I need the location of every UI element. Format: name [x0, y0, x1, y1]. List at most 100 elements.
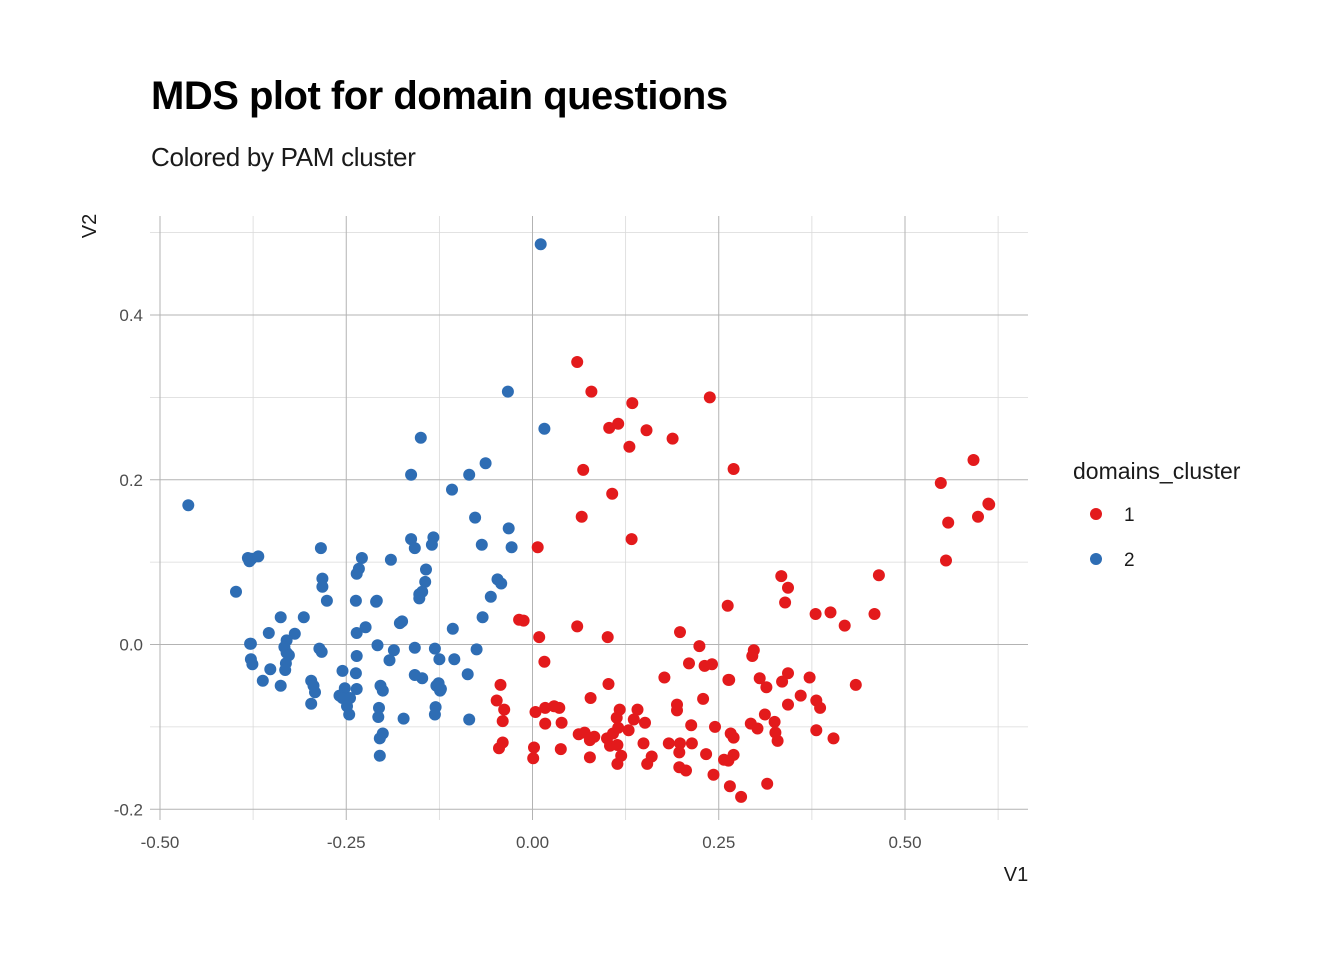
cluster-1-point — [703, 391, 716, 404]
cluster-1-point — [782, 698, 794, 711]
cluster-1-point — [527, 752, 540, 765]
cluster-2-point — [182, 499, 195, 512]
cluster-1-point — [555, 716, 568, 729]
cluster-1-point — [768, 715, 781, 728]
cluster-2-point — [315, 645, 328, 658]
cluster-2-point — [408, 669, 421, 681]
cluster-1-point — [723, 673, 736, 686]
cluster-1-point — [606, 487, 619, 500]
cluster-1-point — [577, 463, 590, 476]
cluster-2-point — [320, 594, 333, 607]
cluster-1-point — [872, 569, 885, 582]
cluster-1-point — [721, 599, 734, 612]
cluster-1-point — [753, 672, 766, 685]
cluster-1-point — [685, 737, 698, 750]
cluster-2-point — [372, 711, 385, 723]
cluster-2-point — [350, 567, 363, 580]
cluster-2-point — [393, 617, 406, 630]
cluster-2-point — [373, 701, 385, 714]
cluster-1-point — [639, 716, 651, 729]
cluster-1-point — [533, 631, 546, 644]
cluster-1-point — [727, 463, 740, 475]
cluster-1-point — [803, 671, 816, 684]
cluster-2-point — [349, 594, 362, 607]
cluster-2-point — [476, 611, 489, 624]
cluster-1-point — [673, 746, 686, 759]
chart-subtitle: Colored by PAM cluster — [151, 142, 416, 172]
cluster-1-point — [626, 397, 639, 410]
cluster-2-point — [297, 611, 310, 624]
cluster-1-point — [641, 757, 654, 770]
y-tick-label: 0.2 — [119, 471, 143, 490]
cluster-2-point — [316, 572, 329, 585]
cluster-2-point — [470, 643, 483, 656]
cluster-1-point — [493, 742, 505, 755]
cluster-1-point — [674, 626, 686, 639]
cluster-1-point — [658, 671, 671, 684]
data-points — [182, 238, 996, 803]
cluster-2-point — [370, 594, 383, 607]
cluster-2-point — [446, 622, 459, 635]
cluster-2-point — [343, 708, 356, 721]
cluster-2-point — [405, 468, 418, 481]
cluster-2-point — [371, 639, 384, 652]
cluster-2-point — [350, 627, 363, 639]
cluster-2-point — [475, 538, 488, 551]
cluster-2-point — [408, 641, 421, 654]
cluster-1-point — [602, 678, 615, 690]
cluster-1-point — [758, 708, 771, 721]
cluster-2-point — [479, 457, 492, 470]
x-axis-ticks: -0.50 -0.25 0.00 0.25 0.50 — [141, 833, 922, 852]
cluster-2-point — [484, 590, 497, 603]
cluster-1-point — [727, 731, 740, 744]
minor-gridlines — [150, 216, 1028, 820]
cluster-1-point — [623, 440, 636, 453]
cluster-1-point — [868, 608, 881, 620]
legend: domains_cluster 1 2 — [1073, 458, 1241, 571]
x-tick-label: 0.00 — [516, 833, 549, 852]
cluster-2-point — [505, 541, 518, 554]
cluster-2-point — [336, 664, 349, 677]
cluster-1-point — [539, 701, 552, 714]
cluster-2-point — [349, 667, 362, 680]
cluster-2-point — [387, 644, 400, 657]
cluster-2-point — [246, 658, 259, 671]
y-tick-label: 0.4 — [119, 306, 143, 325]
cluster-1-point — [583, 751, 596, 764]
cluster-1-point — [585, 385, 598, 398]
cluster-2-point — [428, 642, 441, 655]
cluster-2-point — [428, 708, 441, 721]
cluster-1-point — [575, 510, 588, 523]
cluster-1-point — [776, 675, 789, 688]
cluster-1-point — [810, 724, 823, 737]
x-tick-label: 0.25 — [702, 833, 735, 852]
chart-title: MDS plot for domain questions — [151, 74, 728, 118]
cluster-1-point — [666, 432, 679, 445]
legend-label-2: 2 — [1124, 550, 1135, 571]
cluster-1-point — [517, 614, 530, 627]
cluster-2-point — [274, 611, 287, 624]
legend-key-1 — [1090, 508, 1102, 520]
cluster-2-point — [397, 712, 410, 725]
cluster-2-point — [252, 550, 265, 563]
x-tick-label: -0.50 — [141, 833, 180, 852]
cluster-1-point — [603, 421, 616, 434]
cluster-1-point — [810, 694, 823, 707]
cluster-1-point — [631, 703, 644, 716]
y-tick-label: 0.0 — [119, 636, 143, 655]
cluster-1-point — [700, 748, 713, 761]
cluster-2-point — [288, 627, 301, 640]
cluster-1-point — [548, 700, 561, 713]
cluster-1-point — [794, 689, 807, 702]
cluster-1-point — [674, 737, 686, 750]
y-axis-title: V2 — [79, 214, 101, 238]
cluster-2-point — [420, 563, 432, 576]
cluster-2-point — [501, 385, 514, 398]
cluster-1-point — [529, 706, 542, 718]
cluster-2-point — [463, 713, 476, 726]
legend-title: domains_cluster — [1073, 458, 1241, 484]
cluster-2-point — [256, 674, 269, 687]
cluster-2-point — [279, 664, 292, 676]
cluster-1-point — [612, 721, 625, 734]
y-tick-label: -0.2 — [114, 800, 143, 819]
